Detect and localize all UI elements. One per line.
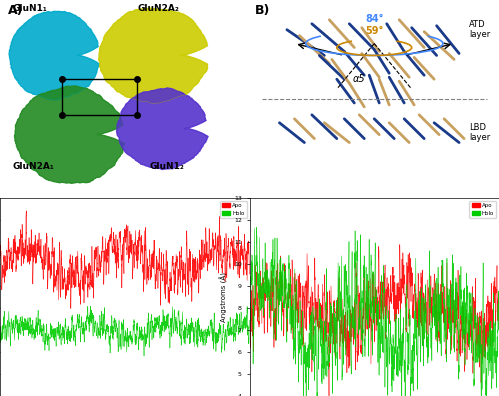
Text: 59°: 59° [365,26,383,36]
Y-axis label: Angstroms (Å): Angstroms (Å) [220,272,229,322]
Legend: Apo, Holo: Apo, Holo [220,201,247,218]
Text: GluN1₁: GluN1₁ [12,4,47,13]
Text: B): B) [254,4,270,17]
Text: 84°: 84° [365,14,384,24]
Legend: Apo, Holo: Apo, Holo [470,201,496,218]
Polygon shape [99,8,208,104]
Text: LBD
layer: LBD layer [469,123,491,142]
Text: A): A) [7,4,23,17]
Polygon shape [116,88,208,169]
Polygon shape [9,11,99,101]
Text: GluN2A₂: GluN2A₂ [137,4,179,13]
Text: ATD
layer: ATD layer [469,20,491,39]
Polygon shape [14,86,124,183]
Text: GluN2A₁: GluN2A₁ [12,162,54,171]
Text: α5: α5 [353,74,366,84]
Text: GluN1₂: GluN1₂ [150,162,185,171]
